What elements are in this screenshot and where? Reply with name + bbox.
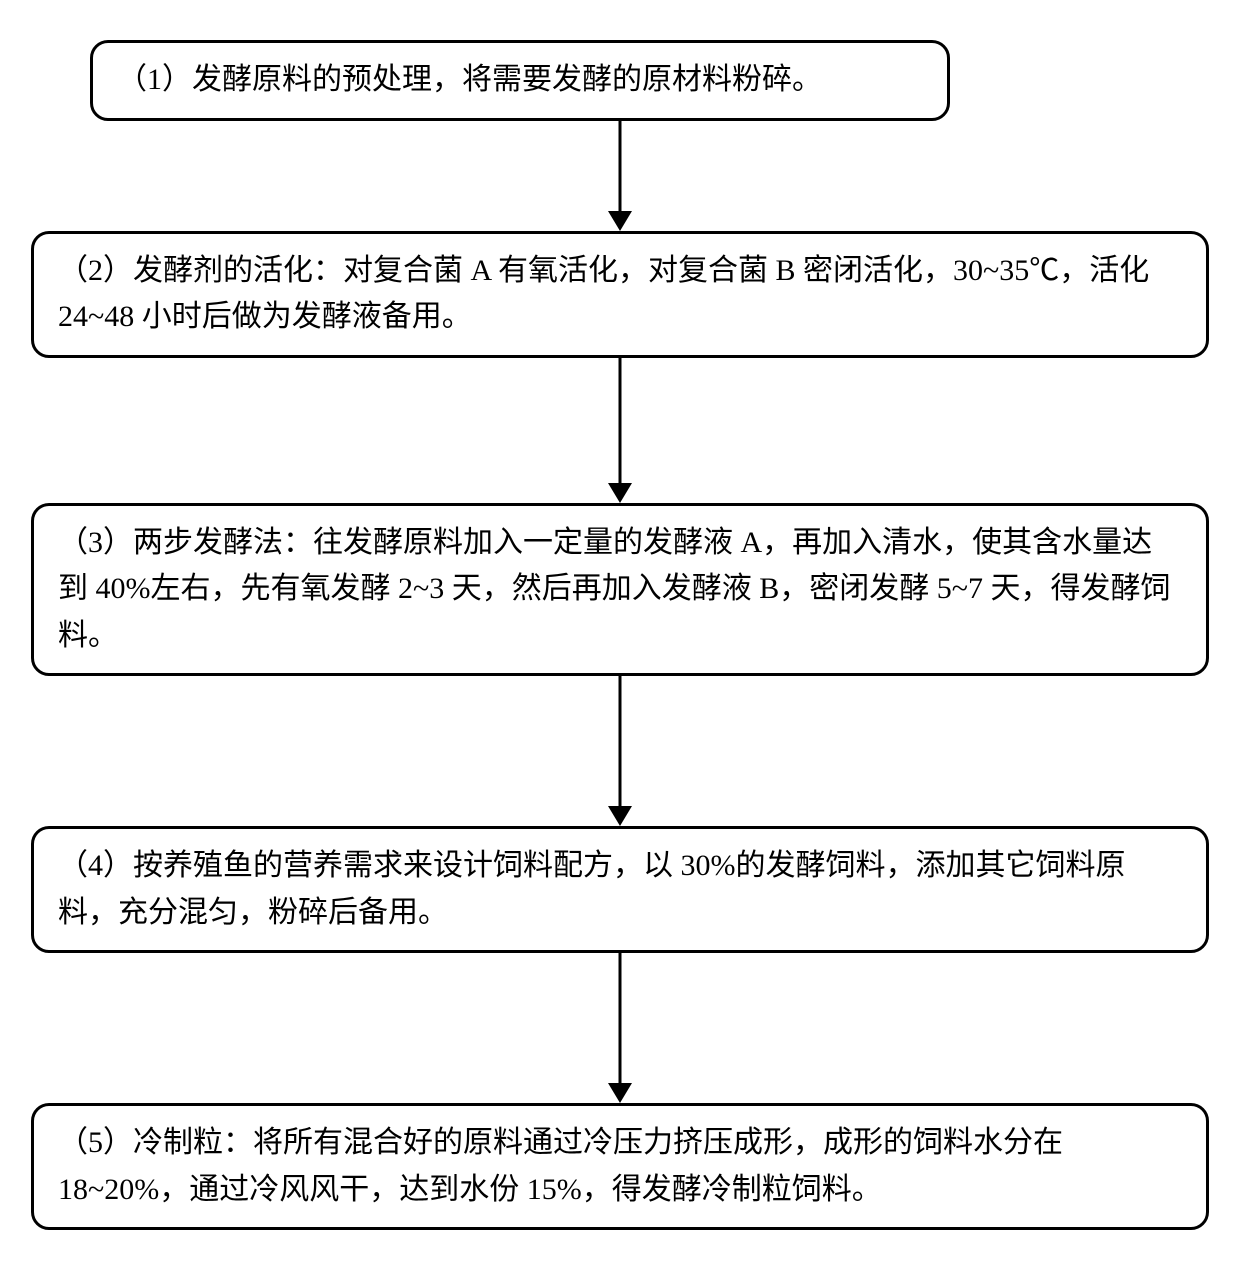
arrow-2 <box>30 358 1210 503</box>
step-box-4: （4）按养殖鱼的营养需求来设计饲料配方，以 30%的发酵饲料，添加其它饲料原料，… <box>31 826 1209 953</box>
step-text-4: （4）按养殖鱼的营养需求来设计饲料配方，以 30%的发酵饲料，添加其它饲料原料，… <box>58 849 1126 929</box>
arrow-1 <box>30 121 1210 231</box>
step-box-5: （5）冷制粒：将所有混合好的原料通过冷压力挤压成形，成形的饲料水分在18~20%… <box>31 1103 1209 1230</box>
step-text-1: （1）发酵原料的预处理，将需要发酵的原材料粉碎。 <box>117 63 822 96</box>
step-box-3: （3）两步发酵法：往发酵原料加入一定量的发酵液 A，再加入清水，使其含水量达到 … <box>31 503 1209 677</box>
arrow-3 <box>30 676 1210 826</box>
arrow-down-icon <box>605 676 635 826</box>
step-text-2: （2）发酵剂的活化：对复合菌 A 有氧活化，对复合菌 B 密闭活化，30~35℃… <box>58 254 1149 334</box>
step-text-5: （5）冷制粒：将所有混合好的原料通过冷压力挤压成形，成形的饲料水分在18~20%… <box>58 1126 1063 1206</box>
flowchart-container: （1）发酵原料的预处理，将需要发酵的原材料粉碎。 （2）发酵剂的活化：对复合菌 … <box>30 40 1210 1230</box>
step-box-2: （2）发酵剂的活化：对复合菌 A 有氧活化，对复合菌 B 密闭活化，30~35℃… <box>31 231 1209 358</box>
arrow-4 <box>30 953 1210 1103</box>
step-text-3: （3）两步发酵法：往发酵原料加入一定量的发酵液 A，再加入清水，使其含水量达到 … <box>58 526 1170 652</box>
arrow-down-icon <box>605 953 635 1103</box>
arrow-down-icon <box>605 358 635 503</box>
step-box-1: （1）发酵原料的预处理，将需要发酵的原材料粉碎。 <box>90 40 950 121</box>
arrow-down-icon <box>605 121 635 231</box>
